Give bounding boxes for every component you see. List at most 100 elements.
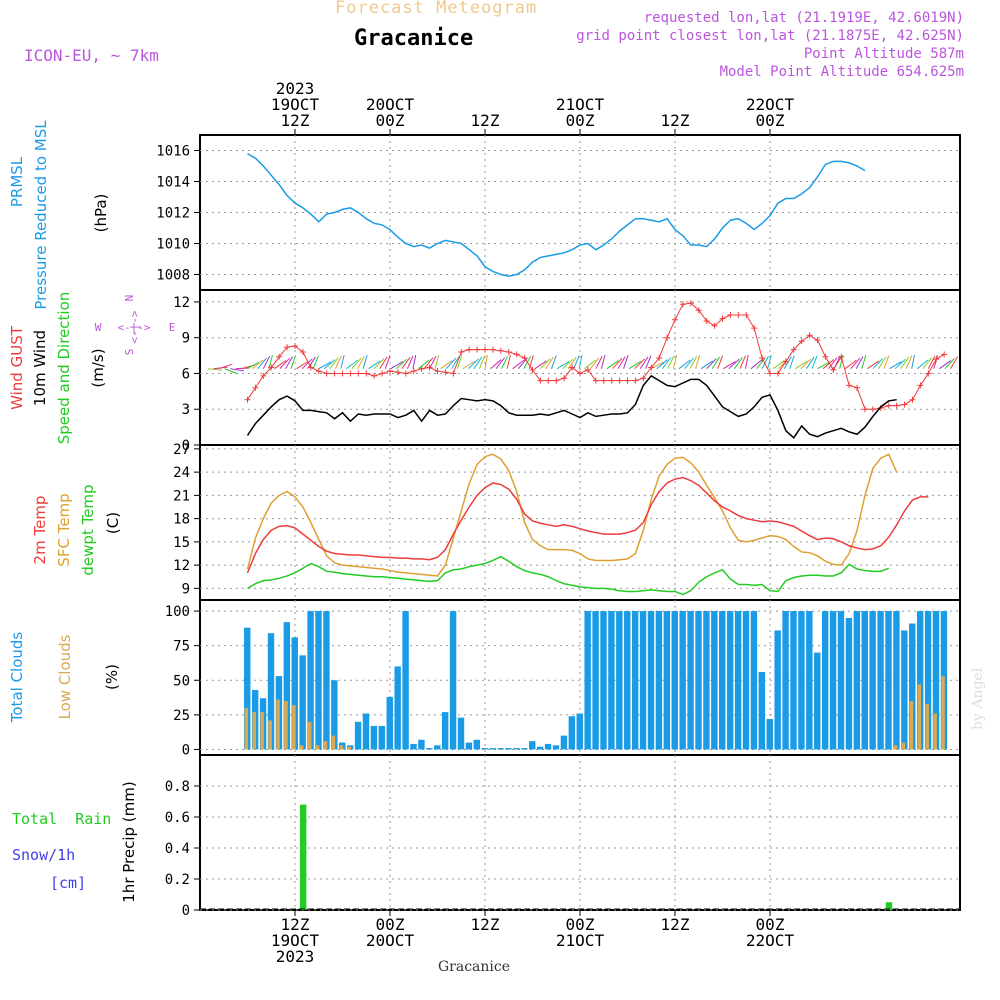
gust-marker — [584, 366, 591, 373]
gust-marker — [703, 318, 710, 324]
wind-direction-arrow — [689, 356, 698, 369]
time-label-bottom: 12Z — [281, 915, 310, 934]
wind-direction-arrow — [412, 354, 417, 369]
compass-south: S — [123, 349, 136, 356]
wind-direction-arrow — [478, 355, 486, 369]
total-cloud-bar — [418, 739, 425, 750]
gust-marker — [569, 364, 576, 371]
gust-marker — [521, 354, 528, 361]
total-cloud-bar — [671, 611, 678, 750]
wind-direction-arrow — [850, 357, 861, 370]
y-tick-label: 0.8 — [165, 779, 190, 795]
wind-direction-arrow — [789, 355, 795, 369]
wind-direction-arrow — [207, 368, 222, 371]
time-label-bottom: 12Z — [471, 915, 500, 934]
temp-2m-line — [246, 476, 929, 574]
wind-direction-arrow — [495, 357, 505, 369]
wind-direction-arrow — [540, 358, 551, 370]
wind-direction-arrow — [706, 358, 717, 370]
wind-direction-arrow — [456, 355, 463, 369]
ylabel-wind-gust: Wind GUST — [8, 325, 26, 410]
wind-direction-arrow — [362, 355, 368, 369]
label-snow: Snow/1h — [12, 846, 75, 864]
wind-direction-arrow — [418, 359, 430, 370]
wind-direction-arrow — [617, 356, 626, 369]
y-tick-label: 27 — [173, 442, 190, 458]
wind-direction-arrow — [756, 357, 766, 370]
ylabel-ms: (m/s) — [89, 348, 107, 387]
y-tick-label: 1008 — [156, 268, 190, 284]
wind-direction-arrow — [634, 358, 646, 370]
wind-direction-arrow — [290, 355, 296, 369]
wind-direction-arrow — [595, 355, 603, 369]
gust-marker — [315, 368, 322, 375]
time-label-bottom: 19OCT — [271, 931, 320, 950]
gust-marker — [893, 402, 900, 409]
total-cloud-bar — [267, 633, 275, 750]
wind-direction-arrow — [534, 360, 547, 370]
gust-marker — [331, 370, 338, 377]
gust-marker — [402, 370, 409, 377]
dewpoint-line — [247, 555, 890, 596]
time-label-top: 12Z — [281, 111, 310, 130]
total-cloud-bar — [473, 739, 481, 750]
wind-direction-arrow — [274, 360, 287, 370]
wind-direction-arrow — [501, 355, 509, 369]
wind-direction-arrow — [939, 360, 952, 370]
total-cloud-bar — [449, 611, 457, 750]
gust-marker — [616, 377, 623, 384]
time-label-top: 00Z — [376, 111, 405, 130]
wind-direction-arrow — [911, 354, 915, 369]
gust-marker — [489, 346, 496, 353]
total-cloud-bar — [885, 611, 892, 750]
time-label-bottom: 00Z — [756, 915, 785, 934]
low-cloud-bar — [933, 713, 937, 750]
wind-direction-arrow — [406, 355, 414, 369]
time-label-bottom: 00Z — [376, 915, 405, 934]
y-tick-label: 1010 — [156, 237, 190, 253]
gust-marker — [371, 372, 378, 379]
compass-west: W — [95, 321, 102, 334]
gust-marker — [363, 370, 370, 377]
gust-marker — [497, 347, 504, 354]
ylabel-precip: 1hr Precip (mm) — [120, 781, 138, 902]
low-cloud-bar — [917, 684, 922, 750]
compass-north: N — [123, 295, 136, 302]
gust-marker — [307, 364, 314, 371]
rain-bar — [299, 804, 307, 910]
label-cm: [cm] — [50, 874, 86, 892]
time-label-bottom: 21OCT — [556, 931, 605, 950]
total-cloud-bar — [916, 611, 924, 750]
y-tick-label: 18 — [173, 512, 190, 528]
gust-marker — [782, 358, 789, 365]
wind-direction-arrow — [230, 368, 244, 372]
y-tick-label: 1014 — [156, 175, 190, 191]
wind-direction-arrow — [750, 359, 763, 370]
total-cloud-bar — [837, 611, 845, 750]
wind-direction-arrow — [806, 356, 815, 369]
gust-marker — [640, 375, 647, 382]
gust-marker — [838, 353, 845, 360]
wind-direction-arrow — [368, 360, 381, 370]
wind-direction-arrow — [889, 361, 902, 370]
gust-marker — [276, 353, 283, 360]
low-cloud-bar — [315, 745, 320, 750]
gust-marker — [537, 377, 544, 384]
wind-direction-arrow — [224, 368, 238, 375]
y-tick-label: 1016 — [156, 144, 190, 160]
wind-direction-arrow — [695, 355, 701, 369]
total-cloud-bar — [750, 611, 758, 750]
ylabel-percent: (%) — [103, 664, 121, 690]
y-tick-label: 3 — [182, 402, 190, 418]
y-tick-label: 50 — [173, 673, 190, 689]
wind-direction-arrow — [578, 354, 583, 369]
time-label-bottom: 00Z — [566, 915, 595, 934]
wind-direction-arrow — [462, 360, 475, 370]
y-tick-label: 12 — [173, 295, 190, 311]
total-cloud-bar — [434, 745, 441, 750]
gust-marker — [885, 402, 892, 409]
total-cloud-bar — [663, 611, 671, 750]
total-cloud-bar — [441, 712, 449, 750]
total-cloud-bar — [782, 611, 789, 750]
total-cloud-bar — [394, 666, 401, 750]
